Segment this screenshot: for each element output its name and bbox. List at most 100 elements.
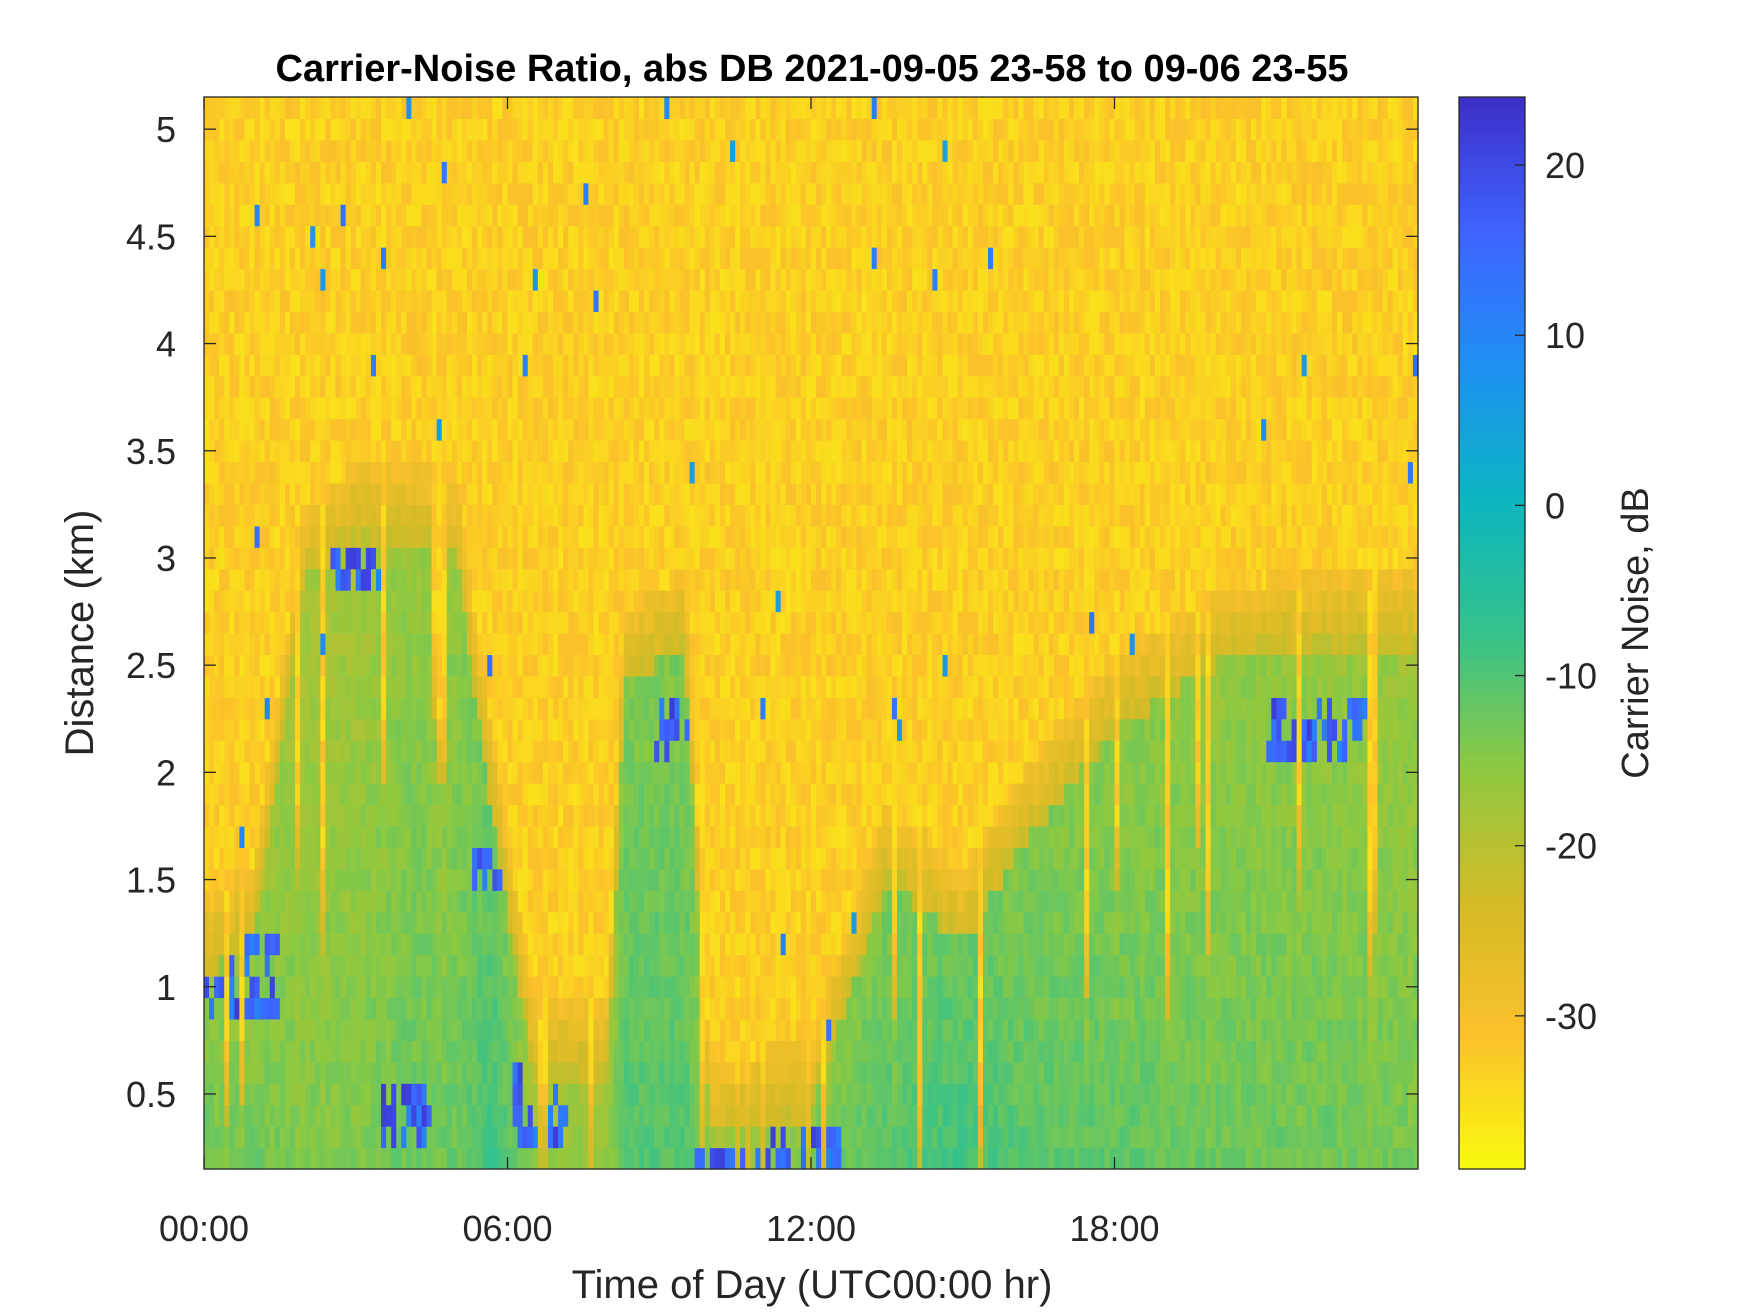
heatmap-cell [264,204,271,227]
heatmap-cell [421,654,428,677]
heatmap-cell [578,868,584,891]
heatmap-cell [310,397,316,420]
heatmap-cell [269,332,276,355]
heatmap-cell [335,590,342,613]
heatmap-cell [598,440,605,463]
heatmap-cell [431,354,438,377]
heatmap-cell [279,868,286,891]
heatmap-cell [467,1104,473,1127]
heatmap-cell [269,204,276,227]
heatmap-cell [532,611,539,634]
heatmap-cell [279,911,286,934]
heatmap-cell [684,675,691,698]
heatmap-cell [305,976,311,999]
heatmap-cell [254,761,261,784]
heatmap-cell [502,697,509,720]
heatmap-cell [689,225,696,248]
heatmap-cell [704,1018,711,1041]
heatmap-cell [375,204,382,227]
heatmap-cell [598,182,605,205]
heatmap-cell [679,804,686,827]
heatmap-cell [553,697,559,720]
heatmap-cell [320,247,326,270]
heatmap-cell [315,1147,321,1170]
heatmap-cell [421,804,428,827]
heatmap-cell [578,761,584,784]
heatmap-cell [249,504,256,527]
heatmap-cell [269,783,276,806]
heatmap-cell [451,868,458,891]
heatmap-cell [578,354,584,377]
heatmap-cell [234,204,241,227]
heatmap-cell [416,289,423,312]
heatmap-cell [416,525,423,548]
heatmap-cell [583,911,590,934]
heatmap-cell [532,633,539,656]
heatmap-cell [497,1126,504,1149]
heatmap-cell [472,375,478,398]
heatmap-cell [289,804,296,827]
heatmap-cell [537,1083,544,1106]
heatmap-cell [603,97,610,120]
heatmap-cell [613,1061,620,1084]
heatmap-cell [279,740,286,763]
heatmap-cell [340,633,347,656]
heatmap-cell [381,718,387,741]
heatmap-cell [477,182,483,205]
heatmap-cell [375,911,382,934]
heatmap-cell [441,504,448,527]
heatmap-cell [431,418,438,441]
heatmap-cell [386,1040,392,1063]
heatmap-cell [300,418,306,441]
heatmap-cell [502,1083,509,1106]
heatmap-cell [305,954,311,977]
heatmap-cell [204,525,210,548]
heatmap-cell [451,847,458,870]
heatmap-cell [598,1104,605,1127]
heatmap-cell [300,933,306,956]
heatmap-cell [527,1126,534,1149]
heatmap-cell [603,247,610,270]
heatmap-cell [553,247,559,270]
heatmap-cell [219,997,225,1020]
heatmap-cell [274,697,281,720]
heatmap-cell [684,1104,691,1127]
heatmap-cell [532,1104,539,1127]
heatmap-cell [679,954,686,977]
heatmap-cell [259,697,266,720]
heatmap-cell [315,397,321,420]
heatmap-cell [421,568,428,591]
heatmap-cell [537,997,544,1020]
heatmap-cell [467,997,473,1020]
heatmap-cell [274,289,281,312]
heatmap-cell [654,954,660,977]
heatmap-cell [355,332,362,355]
heatmap-cell [527,332,534,355]
heatmap-cell [411,504,418,527]
heatmap-cell [502,525,509,548]
heatmap-cell [355,311,362,334]
heatmap-cell [664,654,670,677]
heatmap-cell [295,375,301,398]
heatmap-cell [593,311,600,334]
heatmap-cell [603,697,610,720]
heatmap-cell [209,954,215,977]
heatmap-cell [613,697,620,720]
heatmap-cell [406,311,412,334]
heatmap-cell [507,675,514,698]
heatmap-cell [603,911,610,934]
heatmap-cell [542,418,549,441]
heatmap-cell [573,825,579,848]
heatmap-cell [320,804,326,827]
heatmap-cell [694,354,701,377]
heatmap-cell [704,847,711,870]
heatmap-cell [633,825,640,848]
heatmap-cell [563,633,569,656]
heatmap-cell [224,204,230,227]
heatmap-cell [527,397,534,420]
heatmap-cell [674,783,681,806]
heatmap-cell [603,976,610,999]
heatmap-cell [659,289,665,312]
heatmap-cell [340,847,347,870]
heatmap-cell [365,761,372,784]
